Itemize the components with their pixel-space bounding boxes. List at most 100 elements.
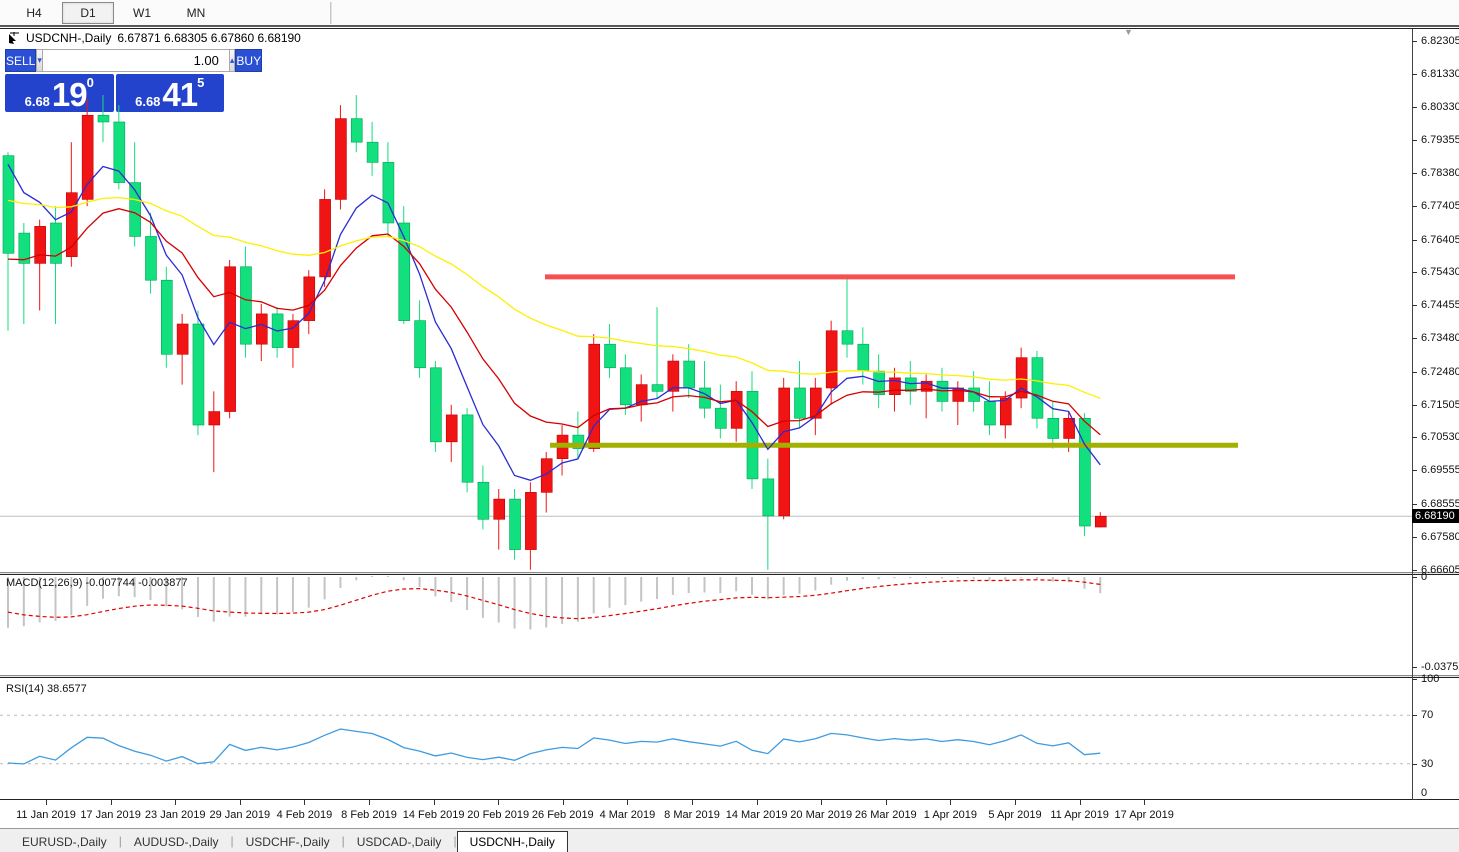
symbol-tab-usdcnh[interactable]: USDCNH-,Daily xyxy=(456,831,568,852)
buy-price-pip: 5 xyxy=(197,75,205,90)
date-axis-label: 29 Jan 2019 xyxy=(209,809,271,821)
rsi-axis-tick xyxy=(1412,763,1417,765)
pane-separator-macd[interactable] xyxy=(0,572,1459,575)
date-axis-tick xyxy=(304,800,306,805)
date-axis-label: 5 Apr 2019 xyxy=(988,809,1042,821)
date-axis-tick xyxy=(756,800,758,805)
price-axis-label: 6.68555 xyxy=(1421,497,1459,510)
date-axis-label: 26 Feb 2019 xyxy=(531,809,594,821)
date-axis-tick xyxy=(950,800,952,805)
timeframe-tab-h4[interactable]: H4 xyxy=(26,5,42,20)
timeframe-tab-mn[interactable]: MN xyxy=(186,5,206,20)
date-axis-tick xyxy=(1079,800,1081,805)
rsi-axis-tick xyxy=(1412,799,1417,800)
date-axis-label: 17 Jan 2019 xyxy=(80,809,141,821)
date-axis-label: 4 Mar 2019 xyxy=(599,809,656,821)
date-axis-label: 14 Feb 2019 xyxy=(402,809,465,821)
price-axis-tick xyxy=(1412,205,1417,207)
sell-price-pip: 0 xyxy=(86,75,94,90)
volume-increase-button[interactable]: ▴ xyxy=(228,49,236,72)
volume-input[interactable] xyxy=(42,49,229,72)
timeframe-tab-w1[interactable]: W1 xyxy=(133,5,151,20)
price-axis-label: 6.72480 xyxy=(1421,365,1459,378)
date-axis-tick xyxy=(498,800,500,805)
price-axis-tick xyxy=(1412,140,1417,142)
timeframe-toolbar: H4 D1 W1 MN xyxy=(0,0,1459,27)
price-axis-line xyxy=(1412,29,1413,800)
ohlc-values: 6.67871 6.68305 6.67860 6.68190 xyxy=(117,31,301,45)
date-axis-label: 20 Feb 2019 xyxy=(467,809,530,821)
price-axis-tick xyxy=(1412,239,1417,241)
price-axis-label: 6.80330 xyxy=(1421,101,1459,114)
pane-separator-axis xyxy=(0,799,1459,800)
date-axis-tick xyxy=(46,800,47,805)
price-axis-tick xyxy=(1412,73,1417,75)
sell-price-prefix: 6.68 xyxy=(24,94,50,109)
price-axis-tick xyxy=(1412,569,1417,571)
buy-price-prefix: 6.68 xyxy=(135,94,161,109)
chart-shift-marker-icon[interactable]: ▼ xyxy=(1124,27,1133,37)
current-price-tag: 6.68190 xyxy=(1412,509,1459,523)
date-axis-tick xyxy=(692,800,693,805)
pane-separator-rsi[interactable] xyxy=(0,675,1459,678)
price-axis-label: 6.75430 xyxy=(1421,266,1459,279)
date-axis-tick xyxy=(885,800,887,805)
symbol-tab-eurusd[interactable]: EURUSD-,Daily xyxy=(22,835,107,849)
date-axis-tick xyxy=(175,800,177,805)
chart-top-border xyxy=(0,28,1459,29)
symbol-tab-usdcad[interactable]: USDCAD-,Daily xyxy=(356,835,442,849)
rsi-axis-label: 70 xyxy=(1421,709,1434,722)
price-axis-tick xyxy=(1412,173,1417,175)
price-axis-label: 6.81330 xyxy=(1421,67,1459,80)
macd-axis-tick xyxy=(1412,667,1417,668)
rsi-axis-label: 30 xyxy=(1421,757,1434,770)
price-axis-tick xyxy=(1412,437,1417,439)
price-axis-tick xyxy=(1412,305,1417,307)
price-axis-label: 6.70530 xyxy=(1421,431,1459,444)
date-axis-tick xyxy=(821,800,823,805)
price-axis-label: 6.79355 xyxy=(1421,134,1459,147)
price-axis-label: 6.69555 xyxy=(1421,464,1459,477)
symbol-tab-audusd[interactable]: AUDUSD-,Daily xyxy=(133,835,219,849)
timeframe-tab-d1[interactable]: D1 xyxy=(62,1,114,24)
date-axis-label: 11 Jan 2019 xyxy=(16,809,76,821)
symbol-tab-bar: EURUSD-,Daily | AUDUSD-,Daily | USDCHF-,Dail… xyxy=(0,828,1459,852)
date-axis-label: 14 Mar 2019 xyxy=(725,809,788,821)
price-axis-tick xyxy=(1412,503,1417,505)
price-axis-label: 6.71505 xyxy=(1421,398,1459,411)
date-axis-label: 17 Apr 2019 xyxy=(1114,809,1174,821)
buy-button[interactable]: BUY xyxy=(235,49,263,72)
price-axis-tick xyxy=(1412,107,1417,109)
macd-label: MACD(12,26,9) -0.007744 -0.003877 xyxy=(6,577,188,589)
price-axis-tick xyxy=(1412,470,1417,472)
rsi-axis-tick xyxy=(1412,679,1417,680)
symbol-tab-separator: | xyxy=(341,833,345,848)
volume-decrease-button[interactable]: ▾ xyxy=(36,49,43,72)
sell-price-main: 19 xyxy=(51,76,88,113)
date-axis-tick xyxy=(110,800,112,805)
price-axis-tick xyxy=(1412,272,1417,274)
date-axis-tick xyxy=(627,800,629,805)
price-axis-label: 6.67580 xyxy=(1421,530,1459,543)
price-axis-tick xyxy=(1412,404,1417,406)
sell-button[interactable]: SELL xyxy=(5,49,37,72)
price-axis-tick xyxy=(1412,41,1417,42)
symbol-title: USDCNH-,Daily xyxy=(26,31,112,45)
buy-price-box[interactable]: 6.68 41 5 xyxy=(115,74,224,112)
symbol-tab-usdchf[interactable]: USDCHF-,Daily xyxy=(245,835,330,849)
date-axis-tick xyxy=(1015,800,1016,805)
sell-price-box[interactable]: 6.68 19 0 xyxy=(5,74,114,112)
date-axis-tick xyxy=(1144,800,1146,805)
date-axis-label: 20 Mar 2019 xyxy=(790,809,853,821)
rsi-axis-label: 100 xyxy=(1421,673,1440,685)
chart-title-row: USDCNH-,Daily 6.67871 6.68305 6.67860 6.… xyxy=(8,31,301,45)
date-axis-label: 11 Apr 2019 xyxy=(1050,809,1109,821)
price-axis-tick xyxy=(1412,338,1417,340)
macd-axis-min-label: -0.037529 xyxy=(1421,661,1459,673)
date-axis-label: 26 Mar 2019 xyxy=(854,809,917,821)
date-axis-tick xyxy=(433,800,435,805)
date-axis-label: 4 Feb 2019 xyxy=(276,809,333,821)
